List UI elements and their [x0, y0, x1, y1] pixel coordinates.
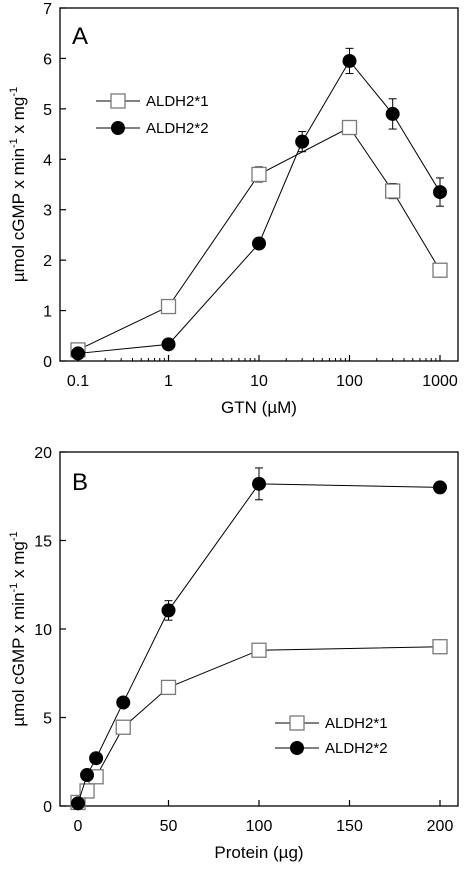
legend-marker-square	[110, 93, 126, 109]
x-tick-label: 1000	[422, 373, 458, 390]
data-point-circle	[433, 480, 447, 495]
y-axis-label: µmol cGMP x min-1 x mg-1	[8, 87, 28, 282]
y-tick-label: 3	[43, 203, 52, 220]
plot-frame	[59, 451, 459, 807]
data-point-circle	[71, 796, 85, 811]
y-axis-label-part: µmol cGMP x min	[9, 148, 28, 282]
y-tick-label: 10	[34, 622, 52, 639]
data-point-square	[432, 639, 448, 655]
data-point-circle	[80, 768, 95, 783]
data-point-square	[432, 262, 448, 278]
y-tick-label: 5	[43, 102, 52, 119]
y-tick-label: 15	[34, 534, 52, 551]
x-tick-label: 150	[336, 818, 363, 835]
legend: ALDH2*1 ALDH2*2	[275, 715, 388, 757]
panel-label: A	[72, 23, 88, 50]
y-axis-label-part: x mg	[9, 541, 28, 583]
series-line	[77, 126, 441, 351]
y-tick-label: 1	[43, 304, 52, 321]
y-tick-label: 6	[43, 51, 52, 68]
x-tick-label: 0.1	[67, 373, 89, 390]
data-point-square	[115, 719, 131, 735]
data-point-circle	[161, 337, 176, 352]
x-tick-label: 1	[164, 373, 173, 390]
legend-marker-circle	[290, 741, 304, 755]
data-point-circle	[385, 106, 400, 121]
x-axis-label: GTN (µM)	[221, 398, 297, 417]
series-aldh2-1	[70, 119, 448, 358]
legend: ALDH2*1 ALDH2*2	[96, 93, 209, 137]
x-tick-label: 0	[74, 818, 83, 835]
legend-marker-square	[289, 715, 305, 731]
x-tick-label: 50	[160, 818, 178, 835]
y-axis-label-part: x mg	[9, 97, 28, 139]
x-tick-label: 10	[250, 373, 268, 390]
x-tick-label: 200	[427, 818, 454, 835]
data-point-square	[160, 298, 177, 315]
legend-label: ALDH2*1	[325, 715, 388, 732]
y-axis-label-part: -1	[8, 138, 20, 148]
data-point-square	[251, 642, 267, 658]
data-point-circle	[252, 236, 266, 251]
legend-label: ALDH2*2	[325, 740, 388, 757]
data-point-circle	[161, 603, 176, 618]
chart-panel-a: 0 1 2 3 4 5 6 7 0.1 1 10 100 1000 GTN (µM) µmol cGMP x…	[8, 1, 459, 417]
y-tick-label: 0	[43, 799, 52, 816]
x-axis-label: Protein (µg)	[214, 843, 303, 862]
y-axis-label-part: -1	[8, 87, 20, 97]
data-point-circle	[433, 185, 447, 200]
data-point-circle	[295, 134, 310, 149]
data-point-square	[341, 119, 358, 136]
series-aldh2-1	[70, 639, 448, 811]
series-line	[77, 60, 441, 354]
data-point-circle	[116, 695, 131, 710]
y-tick-label: 20	[34, 445, 52, 462]
x-tick-label: 100	[246, 818, 273, 835]
data-point-square	[385, 183, 401, 199]
panel-label: B	[72, 469, 88, 496]
data-point-circle	[89, 751, 104, 766]
y-axis-label-part: -1	[8, 583, 20, 593]
series-aldh2-2	[71, 467, 447, 811]
data-point-circle	[342, 53, 357, 68]
legend-label: ALDH2*2	[146, 120, 209, 137]
x-tick-label: 100	[336, 373, 363, 390]
y-tick-label: 7	[43, 1, 52, 18]
data-point-circle	[252, 476, 266, 491]
y-tick-label: 0	[43, 354, 52, 371]
data-point-square	[251, 166, 267, 183]
legend-label: ALDH2*1	[146, 93, 209, 110]
data-point-square	[160, 679, 177, 696]
y-tick-label: 4	[43, 152, 52, 169]
y-axis-label-part: -1	[8, 531, 20, 541]
y-axis-label-part: µmol cGMP x min	[9, 592, 28, 726]
y-tick-label: 2	[43, 253, 52, 270]
series-aldh2-2	[71, 47, 447, 361]
data-point-circle	[71, 346, 85, 361]
y-axis-label: µmol cGMP x min-1 x mg-1	[8, 531, 28, 726]
legend-marker-circle	[111, 121, 125, 135]
y-tick-label: 5	[43, 711, 52, 728]
